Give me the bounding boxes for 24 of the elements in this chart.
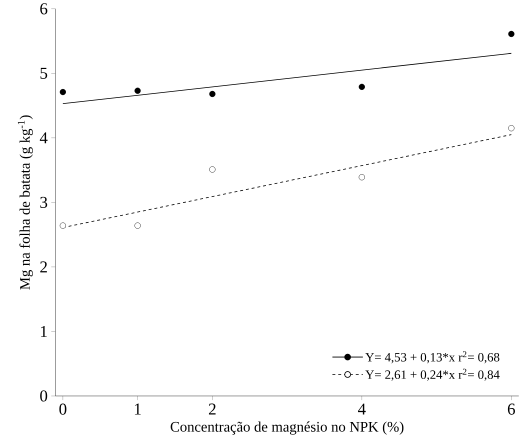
legend-label: Y= 2,61 + 0,24*x r$^{2}$= 0,84 <box>365 368 500 381</box>
point <box>209 90 216 98</box>
x-tick-label: 1 <box>134 404 141 415</box>
point <box>134 222 141 229</box>
point <box>134 88 141 94</box>
y-tick-label: 1 <box>40 326 47 337</box>
x-tick-label: 4 <box>358 404 366 414</box>
legend-label: Y= 4,53 + 0,13*x r$^{2}$= 0,68 <box>365 351 500 364</box>
point <box>60 88 66 96</box>
x-tick-label: 2 <box>208 404 216 415</box>
y-tick-label: 5 <box>40 68 48 79</box>
y-tick-label: 3 <box>40 196 48 208</box>
y-tick-label: 0 <box>40 390 48 402</box>
x-tick-label: 6 <box>508 404 515 415</box>
x-axis-title: Concentração de magnésio no NPK (%) <box>170 421 404 435</box>
y-tick-label: 4 <box>40 132 48 144</box>
point <box>209 166 216 173</box>
x-tick-label: 0 <box>59 404 66 415</box>
y-tick-label: 6 <box>40 3 48 14</box>
point <box>60 222 66 229</box>
y-axis-title: Mg na folha de batata (g kg$^{-1}$) <box>18 115 33 290</box>
y-tick-label: 2 <box>40 261 47 272</box>
point <box>358 84 365 90</box>
point <box>358 174 365 180</box>
